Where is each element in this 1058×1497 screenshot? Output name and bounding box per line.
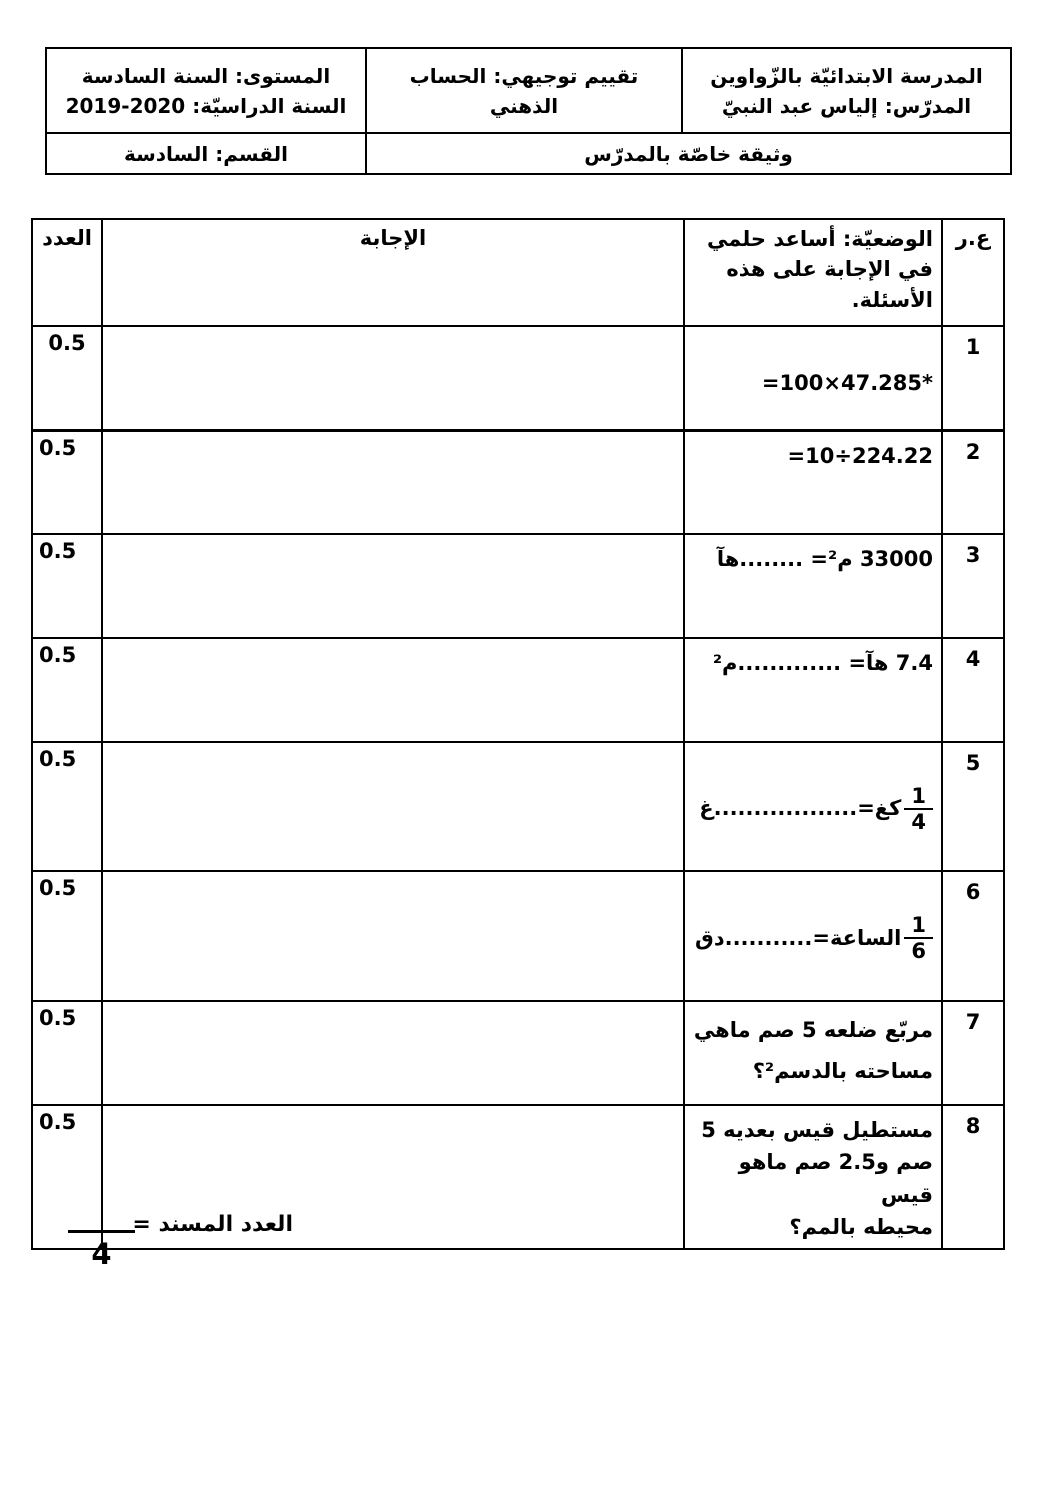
table-header-row: ع.ر الوضعيّة: أساعد حلمي في الإجابة على … xyxy=(31,218,1005,327)
teacher-name: المدرّس: إلياس عبد النبيّ xyxy=(721,93,972,118)
question-text: 7.4 هآ= .............م² xyxy=(683,637,943,743)
fraction-numerator: 1 xyxy=(904,784,933,810)
answer-cell xyxy=(101,999,685,1106)
fraction-bar xyxy=(68,1230,135,1233)
score-value: 0.5 xyxy=(31,999,103,1106)
score-value: 0.5 xyxy=(31,533,103,639)
col-header-number: ع.ر xyxy=(941,218,1005,327)
fraction-denominator: 6 xyxy=(911,939,926,964)
exam-title: تقييم توجيهي: الحساب الذهني xyxy=(409,63,639,118)
header-table: المدرسة الابتدائيّة بالزّواوين المدرّس: … xyxy=(45,47,1012,175)
question-text: مستطيل قيس بعديه 5 صم و2.5 صم ماهو قيس م… xyxy=(683,1103,943,1250)
score-value: 0.5 xyxy=(31,429,103,535)
answer-cell xyxy=(101,1103,685,1250)
answer-cell xyxy=(101,533,685,639)
assigned-score-label: العدد المسند = xyxy=(132,1212,293,1237)
assigned-score-denominator: 4 xyxy=(91,1237,112,1271)
question-number: 6 xyxy=(941,870,1005,1002)
question-number: 3 xyxy=(941,533,1005,639)
doc-note: وثيقة خاصّة بالمدرّس xyxy=(584,141,793,166)
question-number: 2 xyxy=(941,429,1005,535)
question-row-7: 7 مربّع ضلعه 5 صم ماهي مساحته بالدسم²؟ 0… xyxy=(31,999,1005,1106)
questions-table: ع.ر الوضعيّة: أساعد حلمي في الإجابة على … xyxy=(31,218,1005,1250)
level-and-year-cell: المستوى: السنة السادسة السنة الدراسيّة: … xyxy=(45,47,367,134)
question-text: 224.22÷10= xyxy=(683,429,943,535)
level: المستوى: السنة السادسة xyxy=(81,63,331,88)
col-header-situation: الوضعيّة: أساعد حلمي في الإجابة على هذه … xyxy=(683,218,943,327)
question-number: 7 xyxy=(941,999,1005,1106)
question-text: مربّع ضلعه 5 صم ماهي مساحته بالدسم²؟ xyxy=(683,999,943,1106)
question-row-4: 4 7.4 هآ= .............م² 0.5 xyxy=(31,637,1005,743)
answer-cell xyxy=(101,740,685,873)
col-header-answer: الإجابة xyxy=(101,218,685,327)
score-value: 0.5 xyxy=(31,637,103,743)
doc-note-cell: وثيقة خاصّة بالمدرّس xyxy=(365,132,1012,175)
answer-cell xyxy=(101,325,685,432)
score-value: 0.5 xyxy=(31,870,103,1002)
fraction-numerator: 1 xyxy=(904,913,933,940)
question-number: 8 xyxy=(941,1103,1005,1250)
col-header-score: العدد xyxy=(31,218,103,327)
classroom: القسم: السادسة xyxy=(123,141,289,166)
school-name: المدرسة الابتدائيّة بالزّواوين xyxy=(710,63,983,88)
score-value: 0.5 xyxy=(31,325,103,432)
question-row-2: 2 224.22÷10= 0.5 xyxy=(31,429,1005,535)
school-year: السنة الدراسيّة: 2020-2019 xyxy=(65,93,347,118)
answer-cell xyxy=(101,870,685,1002)
question-number: 1 xyxy=(941,325,1005,432)
classroom-cell: القسم: السادسة xyxy=(45,132,367,175)
question-row-3: 3 33000 م²= ........هآ 0.5 xyxy=(31,533,1005,639)
assigned-score: العدد المسند = 4 xyxy=(66,1210,293,1290)
question-text-after-fraction: الساعة=...........دق xyxy=(695,925,902,950)
score-value: 0.5 xyxy=(31,740,103,873)
exam-title-cell: تقييم توجيهي: الحساب الذهني xyxy=(365,47,683,134)
question-text: 33000 م²= ........هآ xyxy=(683,533,943,639)
question-text: *47.285×100= xyxy=(683,325,943,432)
answer-cell xyxy=(101,637,685,743)
question-text-after-fraction: كغ=..................غ xyxy=(699,796,902,821)
score-value: 0.5 xyxy=(31,1103,103,1250)
question-number: 4 xyxy=(941,637,1005,743)
answer-cell xyxy=(101,429,685,535)
question-number: 5 xyxy=(941,740,1005,873)
question-row-8: 8 مستطيل قيس بعديه 5 صم و2.5 صم ماهو قيس… xyxy=(31,1103,1005,1250)
question-row-1: 1 *47.285×100= 0.5 xyxy=(31,325,1005,432)
fraction-denominator: 4 xyxy=(911,809,926,834)
school-and-teacher-cell: المدرسة الابتدائيّة بالزّواوين المدرّس: … xyxy=(681,47,1012,134)
